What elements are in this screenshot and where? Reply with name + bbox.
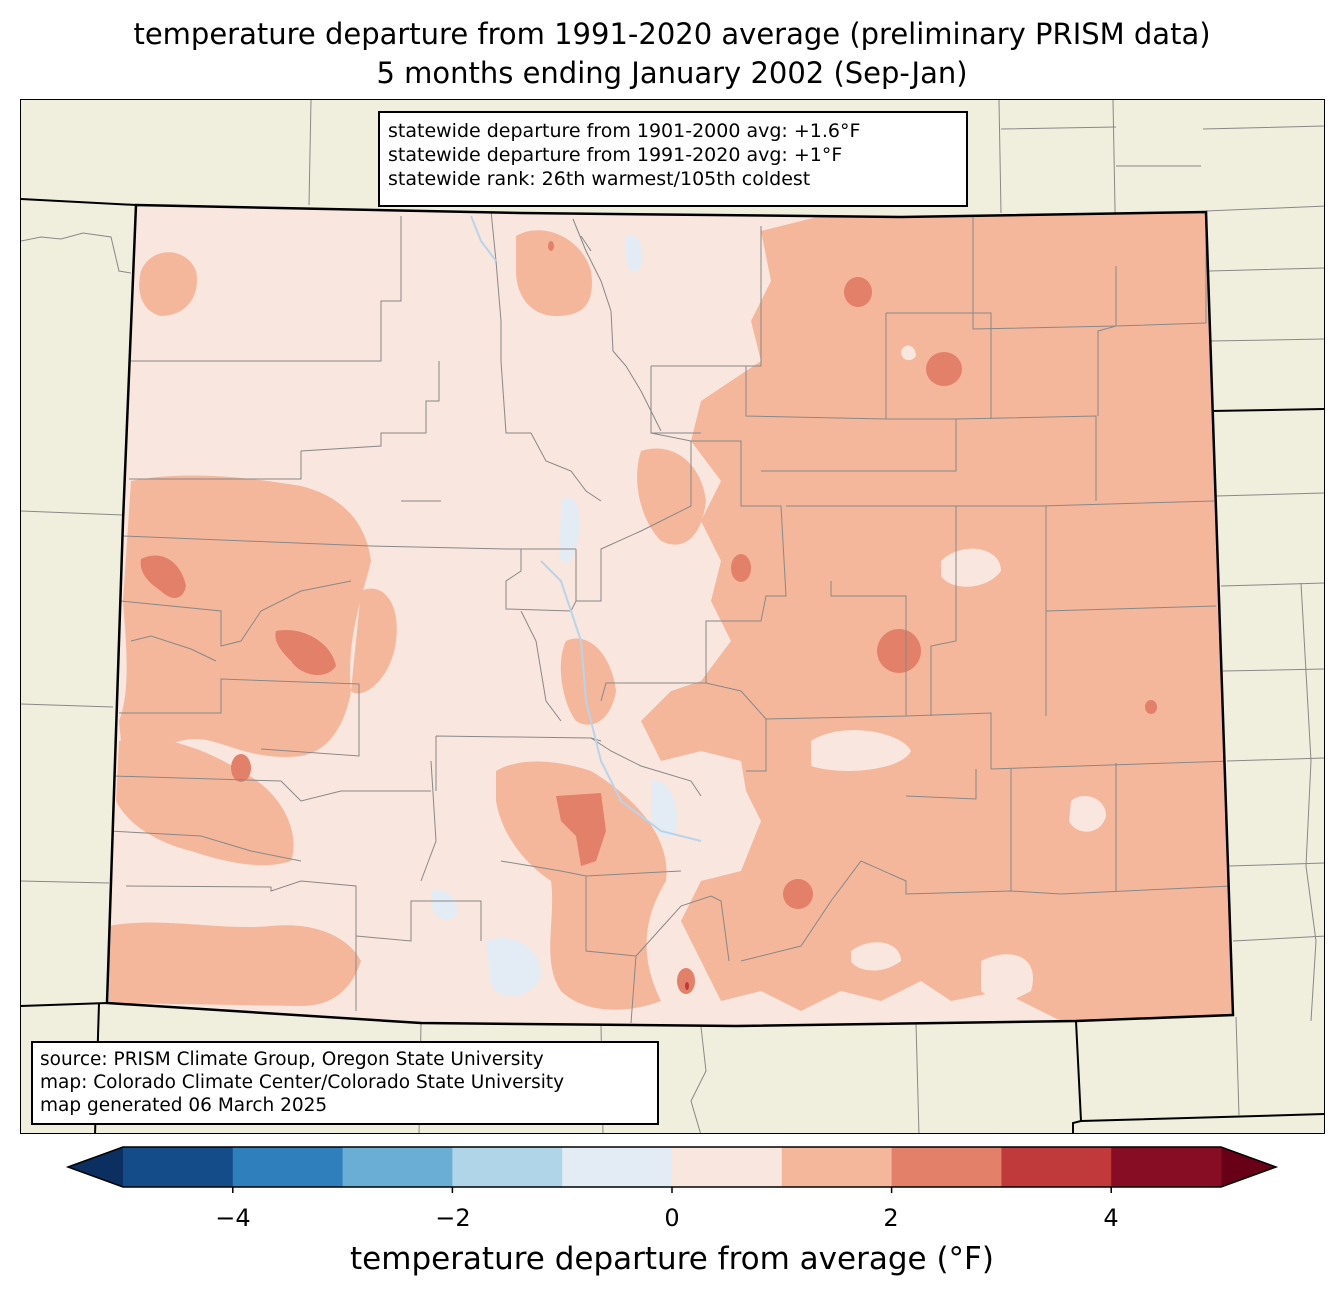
county-lines bbox=[108, 210, 1232, 1024]
hot-spot-3 bbox=[877, 629, 921, 673]
warm-region-southwest bbox=[109, 922, 361, 1006]
hot-spot-7 bbox=[140, 555, 186, 598]
colorbar-tick-label: 4 bbox=[1103, 1204, 1119, 1232]
hot-spot-2 bbox=[926, 352, 962, 386]
warm-region-north-park bbox=[516, 230, 592, 316]
cool-patch-2 bbox=[486, 937, 541, 997]
colorbar-segment bbox=[452, 1147, 563, 1187]
colorbar-segment bbox=[781, 1147, 893, 1187]
colorbar-tick-label: 2 bbox=[883, 1204, 899, 1232]
cool-patch-east-6 bbox=[981, 954, 1033, 1006]
cool-patch-east-1 bbox=[811, 730, 911, 771]
colorbar-segment bbox=[1111, 1147, 1222, 1187]
warm-region-south bbox=[496, 761, 667, 1010]
colorbar-label: temperature departure from average (°F) bbox=[350, 1241, 994, 1277]
river-lines bbox=[470, 215, 702, 842]
warm-region-sanluis bbox=[560, 638, 616, 725]
hot-spot-13 bbox=[685, 982, 689, 990]
hot-spot-11 bbox=[1145, 700, 1157, 714]
cool-patch-1 bbox=[559, 497, 580, 563]
map-credit-line: map: Colorado Climate Center/Colorado St… bbox=[40, 1072, 565, 1093]
cool-patch-5 bbox=[431, 890, 457, 921]
cool-patch-east-3 bbox=[1069, 796, 1106, 832]
colorbar-tick-label: −2 bbox=[435, 1204, 471, 1232]
map-subtitle: 5 months ending January 2002 (Sep-Jan) bbox=[376, 56, 968, 90]
colorbar-extend-low bbox=[68, 1147, 123, 1187]
colorbar-segment bbox=[891, 1147, 1002, 1187]
colorbar-tick-label: 0 bbox=[664, 1204, 680, 1232]
colorbar-segment bbox=[1001, 1147, 1112, 1187]
source-box: source: PRISM Climate Group, Oregon Stat… bbox=[31, 1041, 659, 1125]
cool-patch-east-5 bbox=[851, 942, 901, 971]
warm-region-front-range bbox=[637, 448, 706, 545]
warm-region-northwest bbox=[139, 252, 197, 316]
map-title: temperature departure from 1991-2020 ave… bbox=[133, 17, 1211, 51]
hot-spot-10 bbox=[677, 968, 695, 994]
generated-date-line: map generated 06 March 2025 bbox=[40, 1095, 328, 1116]
source-line: source: PRISM Climate Group, Oregon Stat… bbox=[40, 1049, 544, 1070]
map-panel bbox=[20, 99, 1325, 1134]
colorbar-segment bbox=[672, 1147, 783, 1187]
colorbar-extend-high bbox=[1221, 1147, 1276, 1187]
colorbar-segment bbox=[123, 1147, 234, 1187]
stats-rank: statewide rank: 26th warmest/105th colde… bbox=[388, 168, 811, 190]
statewide-stats-box: statewide departure from 1901-2000 avg: … bbox=[378, 111, 968, 207]
warm-region-central-west bbox=[351, 588, 397, 694]
hot-spot-1 bbox=[844, 277, 872, 307]
stats-departure-1901-2000: statewide departure from 1901-2000 avg: … bbox=[388, 120, 861, 142]
cool-patch-4 bbox=[651, 780, 677, 838]
hot-spot-9 bbox=[231, 754, 251, 782]
colorado-border bbox=[105, 203, 1235, 1028]
colorbar-segment bbox=[232, 1147, 344, 1187]
stats-departure-1991-2020: statewide departure from 1991-2020 avg: … bbox=[388, 144, 843, 166]
colorbar-outline bbox=[65, 1146, 1279, 1188]
colorbar-segment bbox=[342, 1147, 453, 1187]
hot-spot-8 bbox=[275, 630, 336, 676]
cool-patch-3 bbox=[626, 235, 643, 272]
hot-spot-5 bbox=[783, 879, 813, 909]
cool-patch-east-4 bbox=[901, 345, 916, 361]
hot-spot-4 bbox=[731, 554, 751, 582]
warm-region-west bbox=[119, 475, 371, 791]
colorbar-tick-label: −4 bbox=[215, 1204, 251, 1232]
hot-spot-6 bbox=[556, 793, 606, 866]
colorado-map bbox=[21, 100, 1324, 1133]
colorbar-segment bbox=[562, 1147, 673, 1187]
anomaly-field bbox=[107, 205, 1233, 1026]
hot-spot-12 bbox=[548, 241, 554, 251]
colorbar bbox=[65, 1146, 1279, 1193]
